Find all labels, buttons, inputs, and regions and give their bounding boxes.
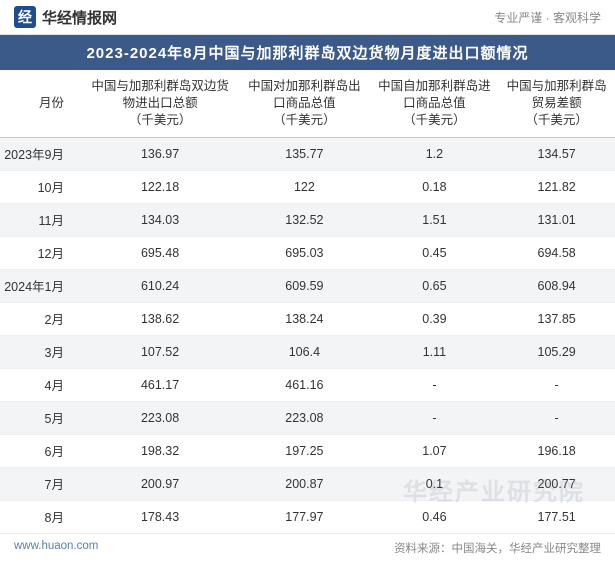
table-cell: 1.51 [371, 203, 499, 236]
table-row: 8月178.43177.970.46177.51 [0, 500, 615, 533]
table-row: 3月107.52106.41.11105.29 [0, 335, 615, 368]
table-cell: 694.58 [498, 236, 615, 269]
table-cell: 0.1 [371, 467, 499, 500]
table-cell: 122.18 [82, 170, 238, 203]
table-row: 10月122.181220.18121.82 [0, 170, 615, 203]
col-header-balance: 中国与加那利群岛贸易差额（千美元） [498, 70, 615, 137]
table-cell: 105.29 [498, 335, 615, 368]
table-cell: 4月 [0, 368, 82, 401]
table-cell: 197.25 [238, 434, 370, 467]
table-cell: 0.18 [371, 170, 499, 203]
col-header-import: 中国自加那利群岛进口商品总值（千美元） [371, 70, 499, 137]
table-row: 11月134.03132.521.51131.01 [0, 203, 615, 236]
table-cell: 610.24 [82, 269, 238, 302]
table-cell: 2023年9月 [0, 137, 82, 170]
table-cell: 200.77 [498, 467, 615, 500]
table-cell: 0.65 [371, 269, 499, 302]
table-cell: 135.77 [238, 137, 370, 170]
table-cell: - [371, 368, 499, 401]
data-table: 月份 中国与加那利群岛双边货物进出口总额（千美元） 中国对加那利群岛出口商品总值… [0, 70, 615, 534]
table-cell: 134.03 [82, 203, 238, 236]
table-cell: 136.97 [82, 137, 238, 170]
table-cell: 7月 [0, 467, 82, 500]
col-header-month: 月份 [0, 70, 82, 137]
table-cell: - [498, 401, 615, 434]
table-cell: 200.87 [238, 467, 370, 500]
table-cell: 11月 [0, 203, 82, 236]
table-cell: 3月 [0, 335, 82, 368]
table-cell: 107.52 [82, 335, 238, 368]
logo: 经 华经情报网 [14, 6, 117, 28]
table-cell: 200.97 [82, 467, 238, 500]
table-cell: 0.46 [371, 500, 499, 533]
table-cell: 695.03 [238, 236, 370, 269]
table-row: 2023年9月136.97135.771.2134.57 [0, 137, 615, 170]
table-cell: 178.43 [82, 500, 238, 533]
table-row: 2月138.62138.240.39137.85 [0, 302, 615, 335]
col-header-export: 中国对加那利群岛出口商品总值（千美元） [238, 70, 370, 137]
table-cell: 223.08 [82, 401, 238, 434]
table-cell: 223.08 [238, 401, 370, 434]
footer: www.huaon.com 资料来源：中国海关，华经产业研究整理 [0, 534, 615, 562]
table-cell: 6月 [0, 434, 82, 467]
table-cell: 461.17 [82, 368, 238, 401]
table-cell: 122 [238, 170, 370, 203]
table-cell: - [498, 368, 615, 401]
col-header-total: 中国与加那利群岛双边货物进出口总额（千美元） [82, 70, 238, 137]
table-row: 6月198.32197.251.07196.18 [0, 434, 615, 467]
table-row: 12月695.48695.030.45694.58 [0, 236, 615, 269]
table-cell: 609.59 [238, 269, 370, 302]
table-row: 4月461.17461.16-- [0, 368, 615, 401]
table-cell: 0.39 [371, 302, 499, 335]
footer-url: www.huaon.com [14, 540, 98, 556]
table-cell: - [371, 401, 499, 434]
table-cell: 1.2 [371, 137, 499, 170]
table-cell: 12月 [0, 236, 82, 269]
table-cell: 608.94 [498, 269, 615, 302]
tagline: 专业严谨 · 客观科学 [494, 9, 601, 26]
table-cell: 131.01 [498, 203, 615, 236]
table-row: 5月223.08223.08-- [0, 401, 615, 434]
table-cell: 10月 [0, 170, 82, 203]
table-cell: 121.82 [498, 170, 615, 203]
footer-source: 资料来源：中国海关，华经产业研究整理 [394, 540, 601, 556]
table-cell: 177.51 [498, 500, 615, 533]
table-row: 2024年1月610.24609.590.65608.94 [0, 269, 615, 302]
table-cell: 8月 [0, 500, 82, 533]
table-cell: 695.48 [82, 236, 238, 269]
table-cell: 138.24 [238, 302, 370, 335]
table-cell: 1.11 [371, 335, 499, 368]
table-cell: 138.62 [82, 302, 238, 335]
table-cell: 198.32 [82, 434, 238, 467]
table-cell: 461.16 [238, 368, 370, 401]
table-row: 7月200.97200.870.1200.77 [0, 467, 615, 500]
logo-icon: 经 [14, 6, 36, 28]
table-cell: 2月 [0, 302, 82, 335]
table-cell: 177.97 [238, 500, 370, 533]
table-cell: 2024年1月 [0, 269, 82, 302]
table-cell: 137.85 [498, 302, 615, 335]
header: 经 华经情报网 专业严谨 · 客观科学 [0, 0, 615, 35]
table-cell: 132.52 [238, 203, 370, 236]
table-cell: 196.18 [498, 434, 615, 467]
table-cell: 1.07 [371, 434, 499, 467]
header-row: 月份 中国与加那利群岛双边货物进出口总额（千美元） 中国对加那利群岛出口商品总值… [0, 70, 615, 137]
table-title: 2023-2024年8月中国与加那利群岛双边货物月度进出口额情况 [0, 35, 615, 70]
table-cell: 5月 [0, 401, 82, 434]
site-name: 华经情报网 [42, 7, 117, 28]
table-cell: 134.57 [498, 137, 615, 170]
table-cell: 106.4 [238, 335, 370, 368]
table-cell: 0.45 [371, 236, 499, 269]
